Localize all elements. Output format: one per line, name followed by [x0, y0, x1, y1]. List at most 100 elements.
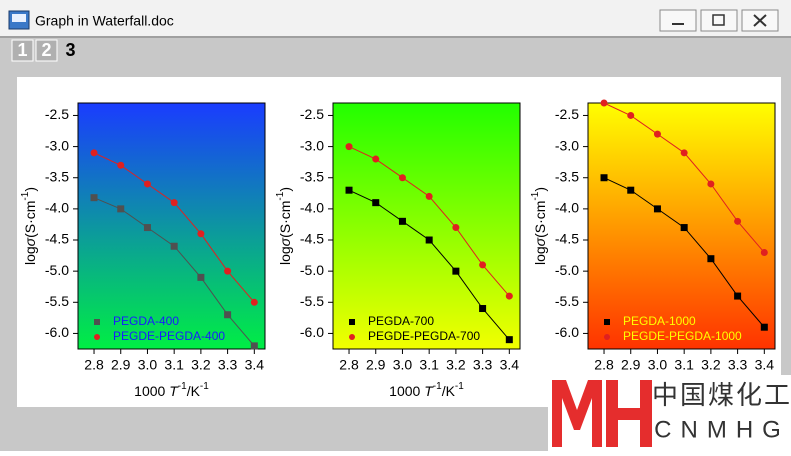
x-axis-label-part: 1000 [134, 383, 169, 399]
marker [345, 186, 353, 194]
y-axis-label-part: ) [22, 187, 38, 192]
plot-frame [77, 102, 266, 350]
marker [197, 273, 205, 281]
tab-label: 3 [65, 40, 75, 60]
x-axis-label-part: -1 [433, 381, 442, 392]
charts: -2.5 -3.0 -3.5 -4.0 -4.5 -5.0 -5.5 -6.0 2.8 2.9 3.… [20, 99, 776, 399]
y-axis-label-part: log [277, 246, 293, 265]
plot-area [333, 103, 520, 349]
x-axis-label-part: -1 [200, 381, 209, 392]
marker [505, 292, 513, 300]
y-tick-label: -2.5 [45, 106, 69, 122]
y-axis-label: logσ(S·cm-1) [530, 187, 548, 265]
y-tick-label: -3.5 [555, 168, 579, 184]
y-axis-label-part: -1 [20, 191, 31, 200]
x-tick-label: 3.1 [419, 357, 439, 373]
y-tick-label: -4.5 [45, 231, 69, 247]
y-tick-label: -3.0 [300, 137, 324, 153]
watermark-cn: 中国煤化工 [652, 380, 791, 410]
y-tick-label: -4.0 [555, 200, 579, 216]
marker [224, 311, 232, 319]
close-icon [753, 14, 767, 27]
marker [425, 192, 433, 200]
restore-icon [712, 14, 725, 26]
marker [90, 149, 98, 157]
legend-label: PEGDA-700 [368, 314, 434, 328]
y-tick-label: -5.0 [45, 262, 69, 278]
y-axis-label: logσ(S·cm-1) [275, 187, 293, 265]
watermark: 中国煤化工 CNMHG [548, 375, 791, 451]
x-axis-label-part: T [424, 383, 434, 399]
marker [372, 155, 380, 163]
marker [250, 298, 258, 306]
marker [734, 217, 742, 225]
x-tick-label: 2.9 [366, 357, 386, 373]
x-tick-label: 3.4 [245, 357, 265, 373]
marker [398, 217, 406, 225]
y-tick-label: -4.0 [45, 200, 69, 216]
y-tick-label: -2.5 [300, 106, 324, 122]
x-tick-label: 2.8 [339, 357, 359, 373]
y-tick-label: -2.5 [555, 106, 579, 122]
watermark-logo-h [606, 380, 652, 447]
x-tick-label: 3.2 [701, 357, 721, 373]
tab-label: 1 [17, 40, 27, 60]
y-tick-label: -5.5 [555, 293, 579, 309]
legend-marker [94, 319, 100, 325]
marker [680, 224, 688, 232]
marker [707, 255, 715, 263]
y-axis-label-part: ) [277, 187, 293, 192]
x-tick-label: 3.4 [500, 357, 520, 373]
y-axis-label: logσ(S·cm-1) [20, 187, 38, 265]
marker [143, 224, 151, 232]
y-axis-label-part: log [22, 246, 38, 265]
minimize-button[interactable] [659, 9, 697, 32]
tab[interactable] [35, 39, 58, 62]
legend-label: PEGDE-PEGDA-700 [368, 329, 480, 343]
x-tick-label: 3.3 [218, 357, 238, 373]
legend-marker [349, 334, 355, 340]
x-tick-label: 2.9 [111, 357, 131, 373]
y-tick-label: -6.0 [555, 324, 579, 340]
app-icon-inner [12, 14, 26, 22]
y-axis-label-part: (S·cm [22, 201, 38, 238]
marker [505, 336, 513, 344]
marker [224, 267, 232, 275]
y-axis-label-part: ) [532, 187, 548, 192]
marker [345, 143, 353, 151]
window-title: Graph in Waterfall.doc [35, 13, 174, 29]
y-tick-label: -6.0 [45, 324, 69, 340]
y-axis-label-part: σ [532, 237, 548, 246]
legend-label: PEGDE-PEGDA-1000 [623, 329, 742, 343]
tab[interactable] [11, 39, 34, 62]
restore-button[interactable] [700, 9, 738, 32]
separator [0, 36, 791, 38]
x-tick-label: 3.3 [728, 357, 748, 373]
marker [600, 174, 608, 182]
x-axis-label-part: T [169, 383, 179, 399]
legend-marker [604, 319, 610, 325]
y-tick-label: -4.5 [555, 231, 579, 247]
y-tick-label: -3.0 [555, 137, 579, 153]
y-axis-label-part: σ [277, 237, 293, 246]
marker [653, 130, 661, 138]
legend-label: PEGDA-1000 [623, 314, 696, 328]
marker [680, 149, 688, 157]
marker [653, 205, 661, 213]
marker [250, 342, 258, 350]
plot-area [78, 103, 265, 349]
x-tick-label: 3.2 [191, 357, 211, 373]
y-tick-label: -3.0 [45, 137, 69, 153]
x-axis-label-part: 1000 [389, 383, 424, 399]
marker [117, 161, 125, 169]
title-bar [0, 0, 791, 36]
marker [143, 180, 151, 188]
marker [479, 305, 487, 313]
x-axis-label-part: /K [187, 383, 201, 399]
x-tick-label: 3.4 [755, 357, 775, 373]
tab-label: 2 [41, 40, 51, 60]
x-tick-label: 3.1 [164, 357, 184, 373]
y-tick-label: -3.5 [45, 168, 69, 184]
marker [117, 205, 125, 213]
